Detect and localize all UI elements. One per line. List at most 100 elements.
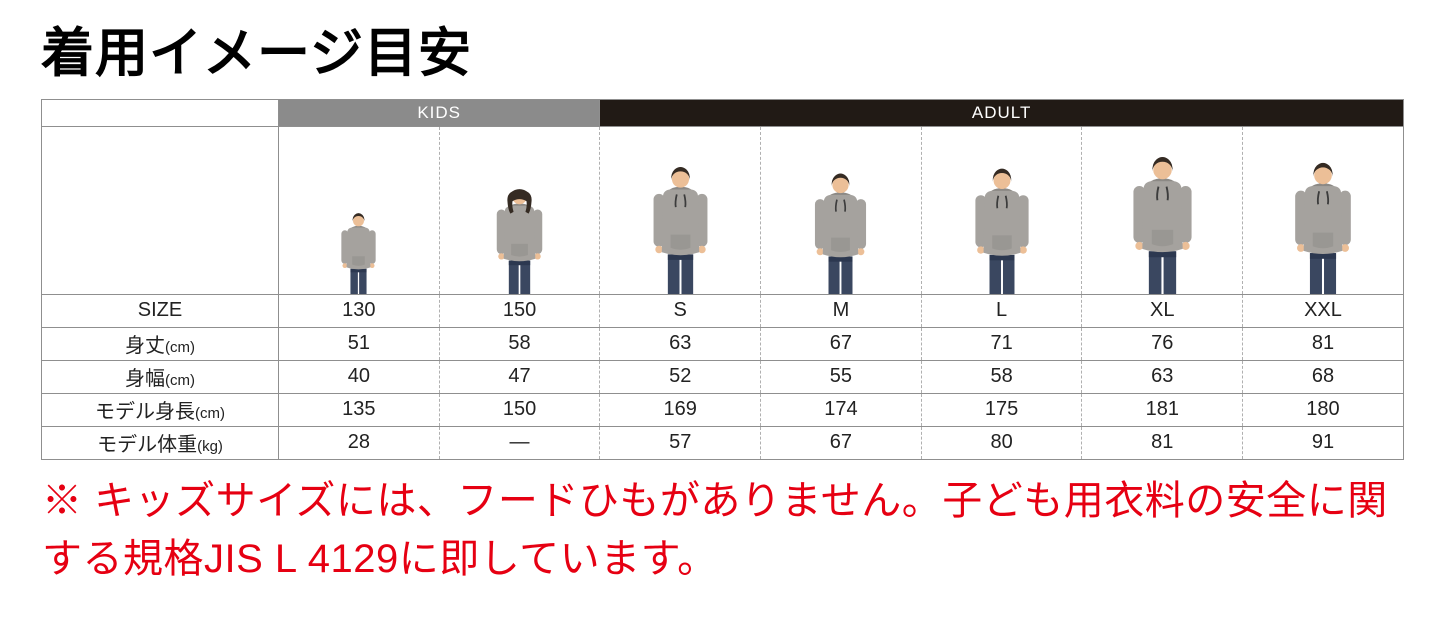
model-hand-left (1135, 241, 1144, 250)
model-hand-left (342, 263, 348, 268)
jeans-right-leg (1163, 251, 1176, 294)
hoodie-body (661, 189, 699, 256)
cell-model-height-150: 150 (438, 392, 600, 427)
model-photo-L (974, 168, 1029, 294)
cell-body-length-M: 67 (760, 326, 922, 361)
jeans-waist (1148, 251, 1176, 258)
row-unit: (cm) (195, 405, 225, 423)
model-photo-S (653, 166, 708, 294)
hood-drawstring-right (843, 199, 847, 212)
hoodie-pocket (670, 234, 691, 250)
model-photo-cell-L (920, 125, 1082, 295)
hoodie-pocket (1151, 229, 1173, 247)
model-photo-M (815, 173, 867, 294)
data-row-model-height: モデル身長(cm) 135 150 169 174 175 181 180 (41, 392, 1404, 427)
model-face (1153, 160, 1172, 180)
cell-body-width-XL: 63 (1081, 359, 1243, 394)
group-header-kids: KIDS (277, 98, 600, 127)
model-hand-right (697, 245, 706, 254)
jeans-waist (667, 254, 693, 260)
data-row-body-width: 身幅(cm) 40 47 52 55 58 63 68 (41, 359, 1404, 394)
jeans-left-leg (350, 268, 359, 294)
cell-model-weight-L: 80 (920, 425, 1082, 460)
model-photo-XXL (1295, 162, 1351, 294)
jeans-left-leg (828, 256, 840, 294)
cell-model-weight-150: — (438, 425, 600, 460)
cell-model-height-XXL: 180 (1242, 392, 1404, 427)
jeans-left-leg (1148, 251, 1162, 294)
hoodie-sleeve-right (1179, 185, 1192, 243)
hoodie-body (1303, 186, 1343, 254)
model-hand-left (976, 246, 985, 254)
cell-body-width-L: 58 (920, 359, 1082, 394)
jeans-waist (350, 268, 367, 273)
cell-size-M: M (760, 293, 922, 328)
hoodie-body (346, 227, 371, 270)
row-label-body-length: 身丈(cm) (41, 326, 279, 361)
cell-model-height-130: 135 (278, 392, 440, 427)
size-chart-table: KIDS ADULT (41, 98, 1404, 460)
hood-drawstring-left (1316, 190, 1320, 205)
cell-body-width-XXL: 68 (1242, 359, 1404, 394)
data-row-size: SIZE 130 150 S M L XL XXL (41, 293, 1404, 328)
cell-model-height-M: 174 (760, 392, 922, 427)
hoodie-sleeve-left (496, 209, 507, 254)
jeans-waist (1309, 253, 1337, 259)
model-photo-row (41, 125, 1404, 295)
cell-model-weight-130: 28 (278, 425, 440, 460)
cell-model-height-XL: 181 (1081, 392, 1243, 427)
row-unit: (kg) (197, 438, 223, 456)
hoodie-pocket (352, 256, 366, 266)
hoodie-sleeve-right (856, 198, 867, 250)
cell-body-length-150: 58 (438, 326, 600, 361)
hoodie-sleeve-left (653, 193, 665, 247)
hoodie-sleeve-left (1133, 185, 1146, 243)
model-hand-right (534, 253, 541, 260)
model-hand-right (1019, 246, 1027, 254)
model-hair-short (352, 213, 365, 222)
jeans-waist (508, 260, 531, 266)
hood-drawstring-left (835, 199, 839, 212)
model-photo-cell-XXL (1242, 125, 1404, 295)
cell-size-130: 130 (278, 293, 440, 328)
hood-drawstring-left (1155, 186, 1160, 201)
model-photo-cell-XL (1081, 125, 1243, 295)
hoodie-sleeve-left (341, 230, 349, 264)
model-face (832, 176, 850, 194)
row-label-model-weight: モデル体重(kg) (41, 425, 279, 460)
jeans-left-leg (989, 254, 1001, 294)
hood-drawstring-right (683, 194, 687, 208)
model-photo-130 (341, 213, 376, 294)
cell-model-height-L: 175 (920, 392, 1082, 427)
row-label-body-width: 身幅(cm) (41, 359, 279, 394)
model-hair-short (992, 168, 1011, 182)
model-hand-right (1341, 244, 1349, 252)
jeans-left-leg (667, 254, 680, 294)
photo-row-label-cell (41, 125, 279, 295)
cell-model-weight-XL: 81 (1081, 425, 1243, 460)
hood-drawstring-right (1325, 190, 1330, 205)
model-hand-right (857, 248, 865, 256)
cell-body-length-S: 63 (599, 326, 761, 361)
model-hand-left (817, 248, 825, 256)
data-row-body-length: 身丈(cm) 51 58 63 67 71 76 81 (41, 326, 1404, 361)
hoodie-body (823, 194, 859, 258)
hood-drawstring-right (1165, 186, 1169, 201)
hoodie-pocket (991, 235, 1012, 251)
page-title: 着用イメージ目安 (41, 24, 472, 83)
model-hand-right (1181, 241, 1190, 250)
hood-drawstring-left (674, 194, 678, 208)
group-header-adult: ADULT (599, 98, 1404, 127)
model-hair-short (1313, 162, 1333, 177)
jeans-waist (828, 256, 853, 262)
cell-model-height-S: 169 (599, 392, 761, 427)
cell-body-length-L: 71 (920, 326, 1082, 361)
hoodie-sleeve-right (1017, 195, 1029, 248)
model-photo-cell-M (760, 125, 922, 295)
cell-size-L: L (920, 293, 1082, 328)
cell-body-width-150: 47 (438, 359, 600, 394)
model-photo-cell-150 (438, 125, 600, 295)
jeans-waist (989, 254, 1015, 261)
cell-size-S: S (599, 293, 761, 328)
